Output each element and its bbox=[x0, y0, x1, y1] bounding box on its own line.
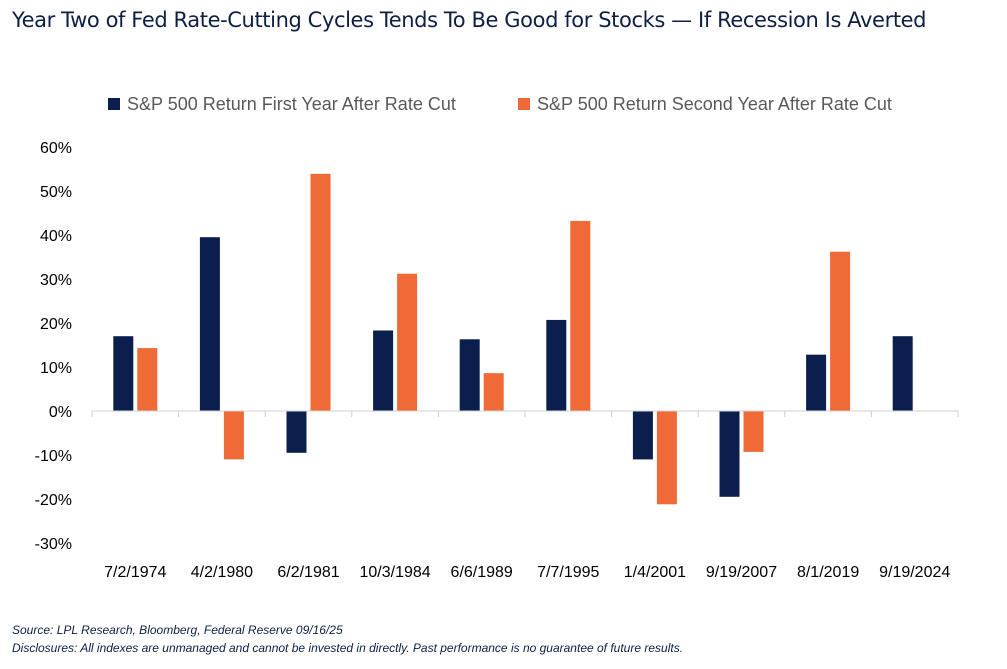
bar-first-year-8 bbox=[719, 411, 740, 497]
x-tick-label: 10/3/1984 bbox=[360, 564, 431, 581]
bar-first-year-6 bbox=[546, 319, 567, 411]
y-tick-label: 50% bbox=[40, 184, 72, 201]
bar-second-year-8 bbox=[743, 411, 764, 452]
legend: S&P 500 Return First Year After Rate Cut… bbox=[108, 94, 892, 114]
x-tick-label: 9/19/2024 bbox=[879, 564, 950, 581]
bar-first-year-3 bbox=[286, 411, 307, 453]
bar-second-year-6 bbox=[570, 220, 591, 411]
legend-label-2: S&P 500 Return Second Year After Rate Cu… bbox=[537, 94, 892, 114]
y-axis: -30% -20% -10% 0% 10% 20% 30% 40% 50% 60% bbox=[35, 140, 72, 553]
bar-second-year-3 bbox=[310, 173, 331, 411]
x-tick-label: 9/19/2007 bbox=[706, 564, 777, 581]
source-note: Source: LPL Research, Bloomberg, Federal… bbox=[12, 623, 343, 637]
x-tick-label: 6/6/1989 bbox=[451, 564, 513, 581]
y-tick-label: -30% bbox=[35, 536, 72, 553]
x-tick-label: 6/2/1981 bbox=[277, 564, 339, 581]
y-tick-label: 0% bbox=[49, 404, 72, 421]
bar-first-year-9 bbox=[806, 354, 827, 411]
bar-first-year-10 bbox=[892, 336, 913, 411]
legend-swatch-2 bbox=[518, 98, 530, 110]
bar-second-year-4 bbox=[397, 273, 418, 411]
bar-second-year-5 bbox=[483, 373, 504, 411]
bar-first-year-4 bbox=[373, 330, 394, 411]
chart-title: Year Two of Fed Rate-Cutting Cycles Tend… bbox=[12, 8, 927, 32]
bar-first-year-1 bbox=[113, 336, 134, 411]
bar-second-year-2 bbox=[223, 411, 244, 460]
x-tick-label: 7/2/1974 bbox=[104, 564, 166, 581]
x-tick-label: 8/1/2019 bbox=[797, 564, 859, 581]
y-tick-label: -20% bbox=[35, 492, 72, 509]
y-tick-label: 40% bbox=[40, 228, 72, 245]
x-axis: 7/2/1974 4/2/1980 6/2/1981 10/3/1984 6/6/198… bbox=[91, 410, 959, 581]
y-tick-label: 20% bbox=[40, 316, 72, 333]
x-tick-label: 1/4/2001 bbox=[624, 564, 686, 581]
bar-first-year-7 bbox=[632, 411, 653, 460]
x-tick-label: 7/7/1995 bbox=[537, 564, 599, 581]
x-tick-label: 4/2/1980 bbox=[191, 564, 253, 581]
bar-second-year-1 bbox=[137, 348, 158, 411]
y-tick-label: 10% bbox=[40, 360, 72, 377]
disclosure-note: Disclosures: All indexes are unmanaged a… bbox=[12, 641, 684, 655]
legend-label-1: S&P 500 Return First Year After Rate Cut bbox=[127, 94, 456, 114]
y-tick-label: -10% bbox=[35, 448, 72, 465]
bar-second-year-7 bbox=[656, 411, 677, 505]
y-tick-label: 30% bbox=[40, 272, 72, 289]
bar-first-year-2 bbox=[199, 237, 220, 411]
bar-second-year-9 bbox=[830, 251, 851, 411]
bar-first-year-5 bbox=[459, 339, 480, 411]
y-tick-label: 60% bbox=[40, 140, 72, 157]
bars bbox=[113, 173, 913, 505]
legend-swatch-1 bbox=[108, 98, 120, 110]
